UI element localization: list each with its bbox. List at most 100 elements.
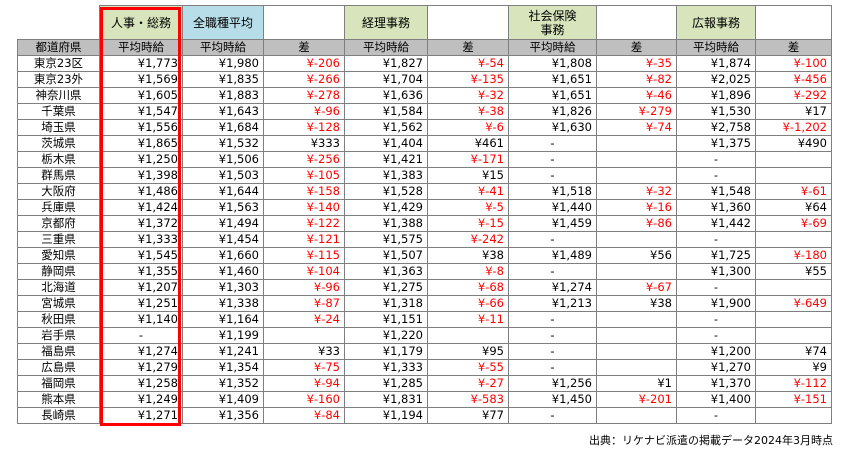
hr-avg-cell: ¥1,258 [99,375,183,392]
all-avg-cell: ¥1,506 [182,151,264,168]
accounting-avg-cell: ¥1,275 [344,279,428,296]
hr-avg-cell: ¥1,333 [99,231,183,248]
hr-avg-cell: ¥1,547 [99,103,183,120]
pr-avg-cell: ¥2,025 [676,71,756,88]
prefecture-cell: 京都府 [17,215,100,232]
salary-table-wrapper: 人事・総務 全職種平均 経理事務 社会保険事務 広報事務 都道府県 平均時給 平… [17,5,832,424]
all-avg-cell: ¥1,644 [182,183,264,200]
all-avg-cell: ¥1,460 [182,263,264,280]
social-avg-cell: ¥1,450 [508,391,597,408]
group-blank [427,5,509,40]
table-row: 東京23区 ¥1,773 ¥1,980 ¥-206 ¥1,827 ¥-54 ¥1,808 ¥-… [17,55,832,72]
pr-avg-cell: ¥1,900 [676,295,756,312]
prefecture-cell: 北海道 [17,279,100,296]
accounting-diff-cell: ¥-583 [427,391,509,408]
col-avg-pr: 平均時給 [676,39,756,56]
accounting-avg-cell: ¥1,704 [344,71,428,88]
all-avg-cell: ¥1,164 [182,311,264,328]
prefecture-cell: 岩手県 [17,327,100,344]
prefecture-cell: 宮城県 [17,295,100,312]
social-avg-cell: ¥1,630 [508,119,597,136]
pr-diff-cell: ¥-180 [755,247,832,264]
all-diff-cell: ¥-84 [263,407,345,424]
all-avg-cell: ¥1,883 [182,87,264,104]
social-diff-cell: ¥-16 [596,199,677,216]
prefecture-cell: 長崎県 [17,407,100,424]
social-avg-cell: - [508,343,597,360]
table-row: 広島県 ¥1,279 ¥1,354 ¥-75 ¥1,333 ¥-55- ¥1,270 ¥9 [17,359,832,376]
prefecture-cell: 大阪府 [17,183,100,200]
social-avg-cell: - [508,263,597,280]
pr-diff-cell [755,167,832,184]
social-diff-cell [596,343,677,360]
pr-diff-cell [755,407,832,424]
hr-avg-cell: ¥1,556 [99,119,183,136]
accounting-diff-cell: ¥-171 [427,151,509,168]
all-diff-cell: ¥-160 [263,391,345,408]
all-avg-cell: ¥1,352 [182,375,264,392]
accounting-avg-cell: ¥1,179 [344,343,428,360]
hr-avg-cell: ¥1,274 [99,343,183,360]
pr-avg-cell: - [676,407,756,424]
prefecture-cell: 東京23区 [17,55,100,72]
social-avg-cell: ¥1,459 [508,215,597,232]
hr-avg-cell: ¥1,605 [99,87,183,104]
social-diff-cell: ¥38 [596,295,677,312]
accounting-avg-cell: ¥1,584 [344,103,428,120]
social-diff-cell: ¥-32 [596,183,677,200]
social-diff-cell: ¥-67 [596,279,677,296]
accounting-diff-cell: ¥-6 [427,119,509,136]
col-diff-accounting: 差 [427,39,509,56]
social-avg-cell: ¥1,274 [508,279,597,296]
all-avg-cell: ¥1,409 [182,391,264,408]
pr-avg-cell: ¥1,530 [676,103,756,120]
accounting-diff-cell: ¥-32 [427,87,509,104]
all-avg-cell: ¥1,503 [182,167,264,184]
all-diff-cell [263,327,345,344]
prefecture-cell: 群馬県 [17,167,100,184]
accounting-avg-cell: ¥1,562 [344,119,428,136]
accounting-avg-cell: ¥1,528 [344,183,428,200]
all-diff-cell: ¥-96 [263,103,345,120]
prefecture-cell: 埼玉県 [17,119,100,136]
social-avg-cell: ¥1,826 [508,103,597,120]
social-avg-cell: ¥1,808 [508,55,597,72]
social-avg-cell: - [508,407,597,424]
all-diff-cell: ¥-121 [263,231,345,248]
hr-avg-cell: ¥1,398 [99,167,183,184]
hr-avg-cell: ¥1,569 [99,71,183,88]
pr-avg-cell: ¥1,360 [676,199,756,216]
all-avg-cell: ¥1,303 [182,279,264,296]
prefecture-cell: 栃木県 [17,151,100,168]
table-row: 岩手県 - ¥1,199 ¥1,220- - [17,327,832,344]
pr-diff-cell [755,231,832,248]
pr-diff-cell: ¥-151 [755,391,832,408]
table-row: 宮城県 ¥1,251 ¥1,338 ¥-87 ¥1,318 ¥-66 ¥1,213 ¥38 ¥1… [17,295,832,312]
social-avg-cell: - [508,151,597,168]
accounting-avg-cell: ¥1,429 [344,199,428,216]
pr-avg-cell: ¥1,200 [676,343,756,360]
pr-avg-cell: ¥1,442 [676,215,756,232]
social-diff-cell: ¥1 [596,375,677,392]
social-avg-cell: - [508,311,597,328]
pr-diff-cell: ¥-649 [755,295,832,312]
pr-avg-cell: ¥1,400 [676,391,756,408]
pr-diff-cell: ¥-61 [755,183,832,200]
hr-avg-cell: - [99,327,183,344]
social-diff-cell [596,311,677,328]
social-diff-cell [596,263,677,280]
social-diff-cell [596,407,677,424]
group-header-row: 人事・総務 全職種平均 経理事務 社会保険事務 広報事務 [17,5,832,40]
table-row: 栃木県 ¥1,250 ¥1,506 ¥-256 ¥1,421 ¥-171- - [17,151,832,168]
all-avg-cell: ¥1,660 [182,247,264,264]
col-diff-all: 差 [263,39,345,56]
accounting-avg-cell: ¥1,421 [344,151,428,168]
accounting-diff-cell: ¥-8 [427,263,509,280]
social-avg-cell: ¥1,213 [508,295,597,312]
hr-avg-cell: ¥1,424 [99,199,183,216]
social-avg-cell: - [508,167,597,184]
accounting-diff-cell: ¥77 [427,407,509,424]
pr-diff-cell: ¥74 [755,343,832,360]
social-diff-cell [596,167,677,184]
prefecture-cell: 神奈川県 [17,87,100,104]
